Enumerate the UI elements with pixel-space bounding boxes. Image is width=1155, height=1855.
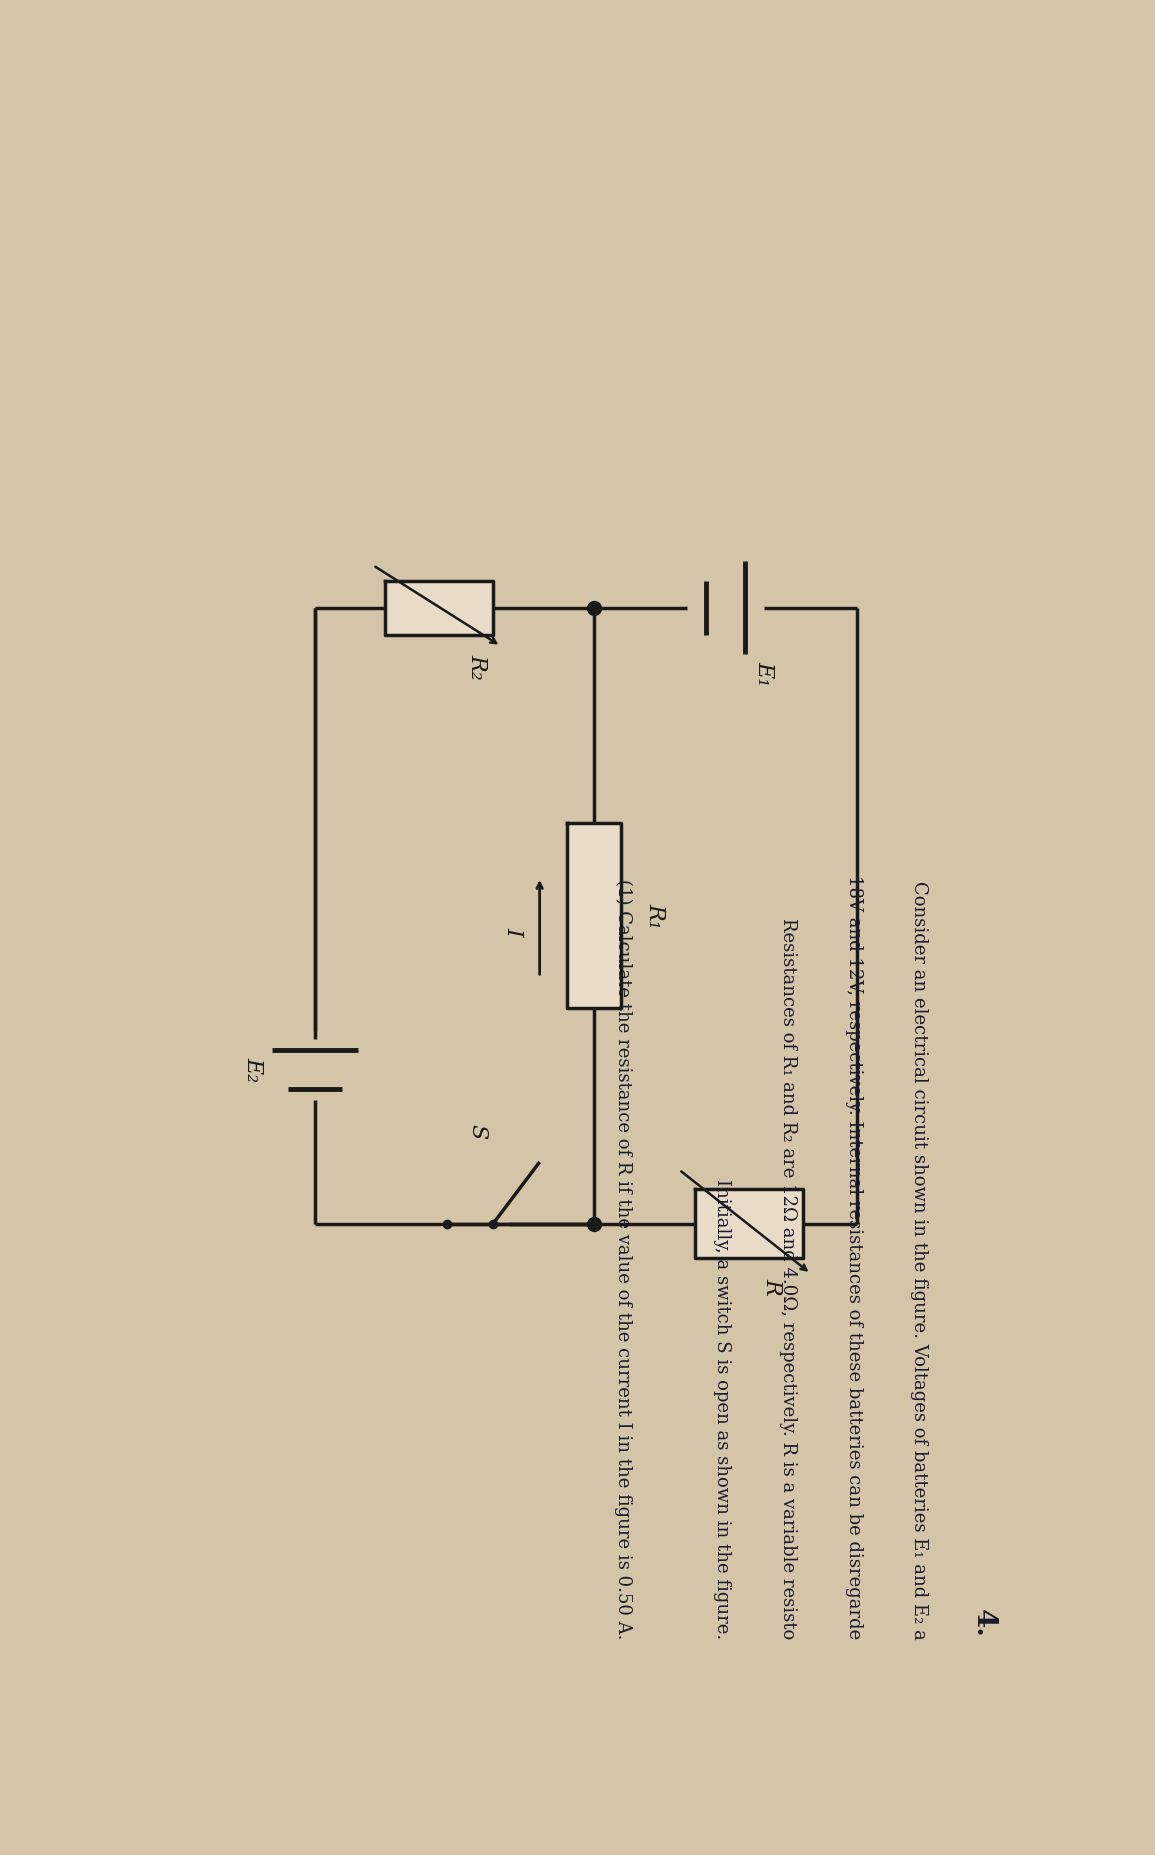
Text: S: S [467, 1124, 489, 1139]
Text: I: I [502, 928, 524, 935]
Text: R: R [761, 1278, 783, 1295]
Text: E₁: E₁ [753, 662, 775, 686]
Text: 4.: 4. [970, 1608, 997, 1638]
Text: Resistances of R₁ and R₂ are 12Ω and 4.0Ω, respectively. R is a variable resisto: Resistances of R₁ and R₂ are 12Ω and 4.0… [778, 918, 797, 1640]
Polygon shape [694, 1189, 803, 1258]
Text: 18V and 12V, respectively. Internal resistances of these batteries can be disreg: 18V and 12V, respectively. Internal resi… [844, 876, 863, 1640]
Text: R₂: R₂ [467, 653, 489, 679]
Text: Initially, a switch S is open as shown in the figure.: Initially, a switch S is open as shown i… [713, 1180, 731, 1640]
Polygon shape [385, 581, 493, 634]
Text: (1) Calculate the resistance of R if the value of the current I in the figure is: (1) Calculate the resistance of R if the… [613, 879, 632, 1640]
Text: Consider an electrical circuit shown in the figure. Voltages of batteries E₁ and: Consider an electrical circuit shown in … [910, 881, 929, 1640]
Polygon shape [567, 824, 621, 1007]
Text: E₂: E₂ [243, 1057, 264, 1081]
Text: R₁: R₁ [644, 903, 666, 928]
